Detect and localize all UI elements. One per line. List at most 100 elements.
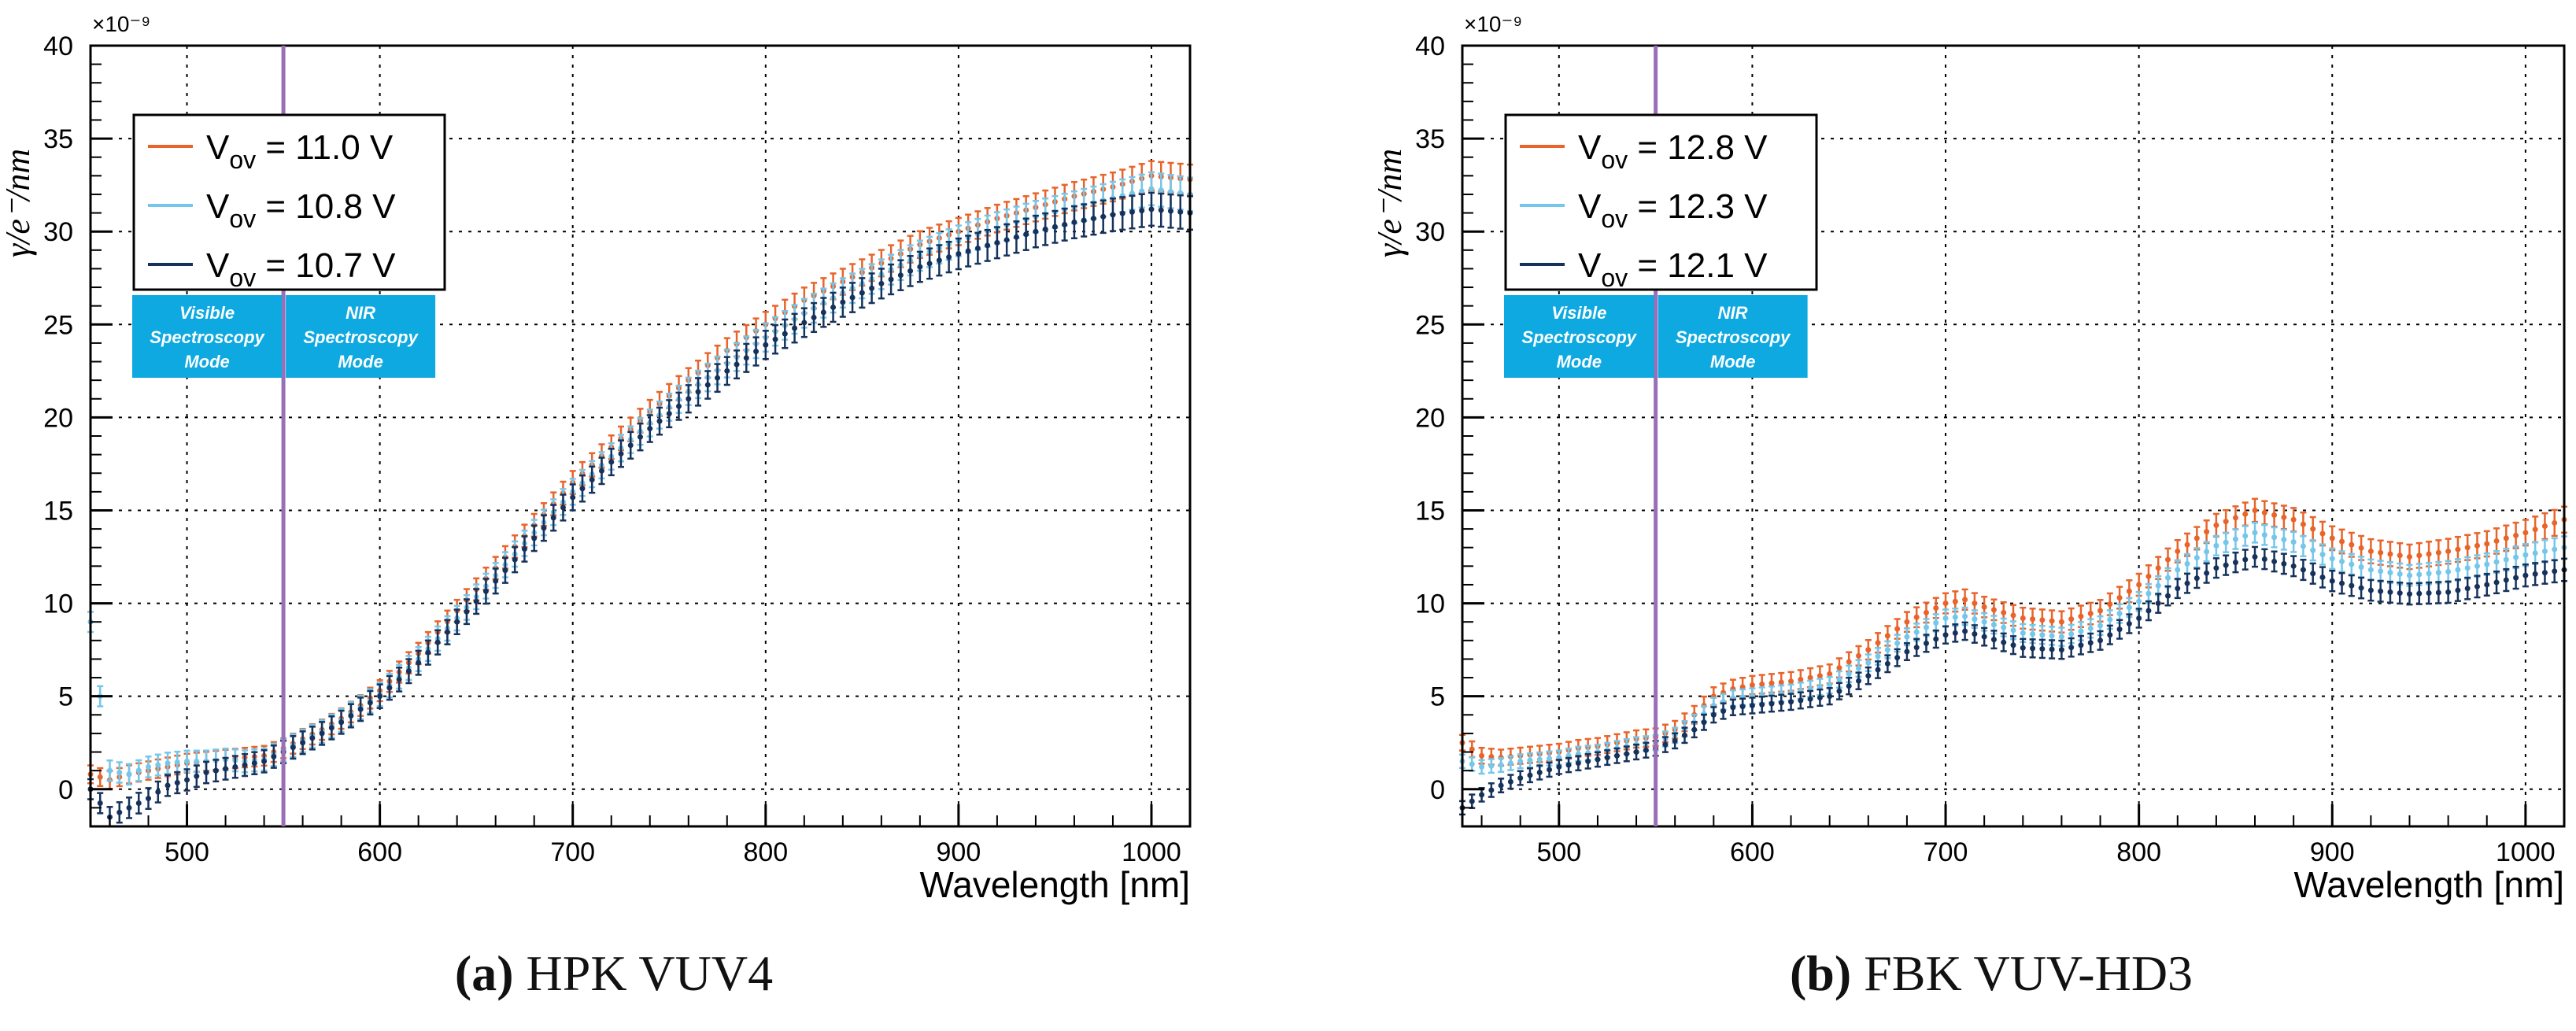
y-tick-label: 25	[1415, 310, 1445, 340]
data-point	[704, 382, 711, 388]
data-point	[2097, 608, 2104, 614]
data-point	[1923, 624, 1929, 630]
data-point	[1913, 645, 1920, 651]
series-2	[1459, 545, 2567, 816]
data-point	[936, 257, 942, 264]
legend-label: Vov = 10.7 V	[206, 246, 396, 292]
data-point	[2407, 572, 2413, 578]
data-point	[1827, 671, 1833, 677]
data-point	[1972, 616, 1978, 623]
data-point	[2474, 542, 2480, 549]
data-point	[1013, 234, 1019, 240]
y-tick-label: 15	[1415, 496, 1445, 526]
data-point	[2097, 623, 2104, 629]
data-point	[2001, 624, 2007, 630]
data-point	[2058, 647, 2064, 653]
data-point	[348, 712, 354, 719]
data-point	[1158, 207, 1164, 213]
panel-title: HPK VUV4	[526, 945, 774, 1001]
data-point	[1759, 701, 1765, 708]
data-point	[2503, 556, 2509, 563]
data-point	[493, 578, 499, 584]
data-point	[1798, 697, 1804, 704]
data-point	[849, 294, 856, 301]
data-point	[1536, 756, 1543, 763]
legend-label-main: V	[206, 187, 230, 226]
data-point	[2261, 556, 2267, 562]
data-point	[2541, 570, 2548, 576]
data-point	[1962, 613, 1968, 619]
data-series	[1459, 497, 2567, 816]
data-point	[2387, 589, 2393, 595]
legend-label: Vov = 10.8 V	[206, 187, 396, 233]
data-point	[1894, 626, 1901, 632]
data-point	[2484, 561, 2490, 567]
data-point	[2213, 522, 2219, 528]
mode-boxes: Visible Spectroscopy Mode NIR Spectroscopy Mo…	[1504, 295, 1808, 378]
data-point	[638, 434, 643, 440]
data-point	[2107, 601, 2113, 608]
data-point	[2290, 516, 2297, 523]
data-point	[2232, 536, 2238, 542]
data-point	[2252, 530, 2258, 536]
data-point	[570, 494, 576, 501]
data-point	[1904, 619, 1910, 625]
data-point	[174, 759, 180, 766]
data-point	[2175, 548, 2181, 554]
data-point	[820, 309, 826, 316]
data-point	[146, 796, 152, 802]
data-point	[2493, 559, 2500, 565]
data-point	[1827, 693, 1833, 700]
data-point	[734, 361, 740, 368]
mode-box-label: NIR	[1718, 303, 1748, 323]
data-point	[116, 809, 123, 815]
data-point	[2261, 509, 2267, 516]
mode-box	[1504, 295, 1654, 378]
data-point	[772, 336, 778, 342]
data-point	[2020, 615, 2026, 621]
data-point	[2058, 634, 2064, 640]
data-point	[1469, 798, 1475, 804]
data-point	[1807, 696, 1813, 702]
data-point	[1090, 216, 1096, 222]
data-point	[1836, 688, 1842, 694]
data-point	[531, 535, 538, 541]
data-point	[126, 804, 132, 811]
data-point	[676, 403, 682, 409]
data-point	[1177, 190, 1184, 196]
data-point	[2193, 535, 2200, 541]
data-point	[627, 442, 634, 449]
mode-box-label: Mode	[338, 352, 383, 371]
data-point	[1081, 217, 1087, 224]
data-point	[2455, 587, 2461, 593]
data-point	[1865, 647, 1872, 653]
x-tick-label: 600	[357, 837, 402, 867]
data-point	[2223, 562, 2229, 568]
data-point	[135, 800, 142, 806]
data-point	[2126, 621, 2132, 627]
data-point	[2310, 526, 2316, 532]
data-point	[1865, 673, 1872, 679]
data-point	[1894, 640, 1901, 646]
data-point	[1778, 700, 1784, 706]
data-point	[1836, 665, 1842, 671]
data-point	[2164, 556, 2171, 563]
data-point	[223, 766, 229, 772]
data-point	[2378, 588, 2384, 594]
data-point	[2493, 579, 2500, 586]
y-tick-label: 35	[1415, 124, 1445, 154]
x-tick-label: 700	[550, 837, 595, 867]
data-point	[811, 314, 817, 320]
y-tick-label: 5	[58, 682, 73, 712]
data-point	[2223, 539, 2229, 545]
data-point	[2319, 575, 2326, 581]
data-point	[2310, 571, 2316, 577]
data-point	[1981, 604, 1987, 610]
x-tick-label: 1000	[1122, 837, 1181, 867]
data-point	[309, 735, 316, 741]
data-point	[2464, 545, 2471, 551]
data-point	[666, 411, 672, 417]
legend-label-main: V	[1578, 128, 1602, 167]
data-point	[1875, 640, 1881, 646]
data-point	[1720, 708, 1727, 715]
